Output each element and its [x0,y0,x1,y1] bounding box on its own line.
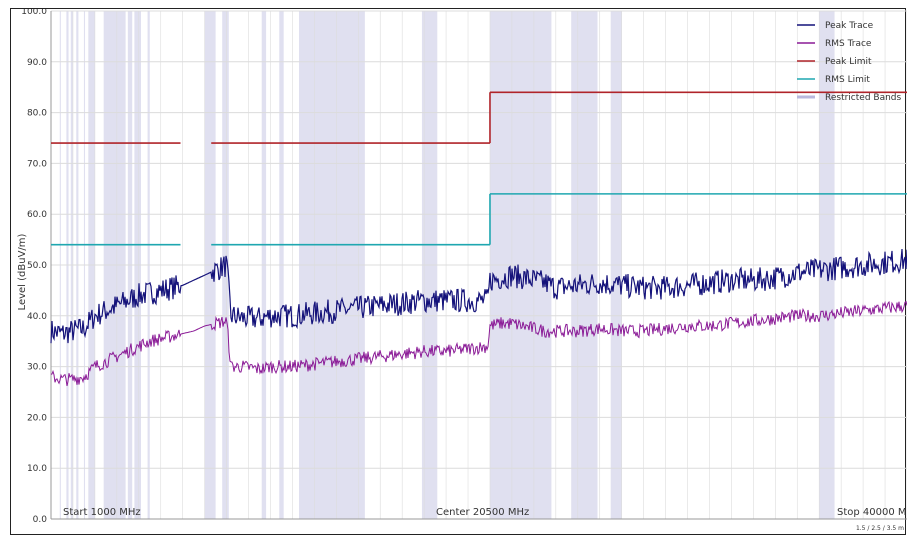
y-tick-label: 30.0 [27,363,47,373]
x-stop-label: Stop 40000 MHz [837,507,907,518]
legend-label: RMS Limit [825,75,870,85]
legend-label: Restricted Bands [825,93,901,103]
y-tick-label: 80.0 [27,109,47,119]
y-tick-label: 60.0 [27,210,47,220]
peak-trace-line [50,248,907,344]
legend-label: Peak Trace [825,21,874,31]
rms-trace-line [50,300,907,387]
y-tick-label: 10.0 [27,464,47,474]
y-tick-label: 40.0 [27,312,47,322]
x-center-label: Center 20500 MHz [436,507,529,518]
y-tick-label: 70.0 [27,159,47,169]
x-start-label: Start 1000 MHz [63,507,141,518]
emission-chart: 0.0 10.0 20.0 30.0 40.0 50.0 60.0 70.0 80.0 90.0 1… [17,9,907,532]
y-tick-label: 90.0 [27,58,47,68]
y-axis-label: Level (dBuV/m) [17,233,28,310]
y-tick-label: 50.0 [27,261,47,271]
legend: Peak Trace RMS Trace Peak Limit RMS Limit Re… [797,21,901,103]
legend-label: Peak Limit [825,57,872,67]
y-tick-label: 0.0 [33,515,48,525]
y-tick-label: 100.0 [21,9,47,17]
legend-label: RMS Trace [825,39,872,49]
y-tick-label: 20.0 [27,413,47,423]
chart-frame: 0.0 10.0 20.0 30.0 40.0 50.0 60.0 70.0 80.0 90.0 1… [10,8,907,535]
corner-note: 1.5 / 2.5 / 3.5 m [856,525,904,532]
